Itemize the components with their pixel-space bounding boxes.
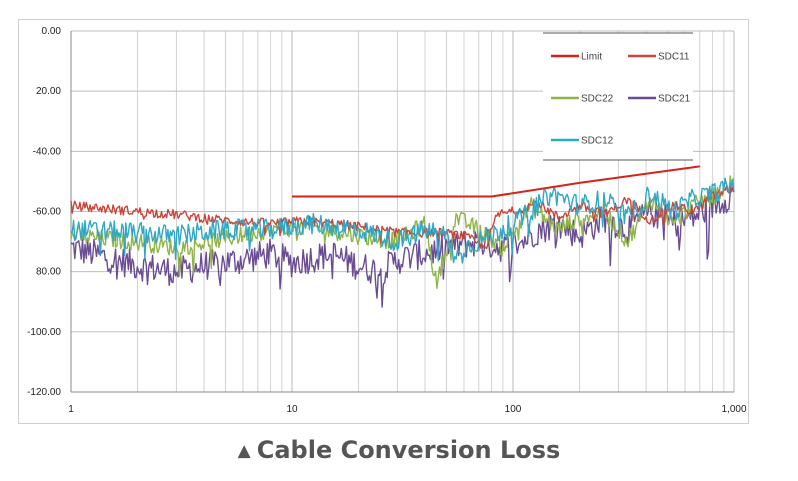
legend-label-sdc12: SDC12 [581, 136, 614, 147]
series-layer [70, 165, 735, 308]
y-tick-label: -100.00 [27, 327, 61, 338]
y-tick-label: 20.00 [36, 86, 61, 97]
y-tick-label: -60.00 [33, 207, 62, 218]
caption-text: Cable Conversion Loss [256, 436, 561, 464]
legend-label-sdc11: SDC11 [658, 52, 690, 63]
axis-labels: 0.00 20.00 -40.00 -60.00 80.00 -100.00 -120.00… [27, 26, 747, 415]
legend-label-sdc22: SDC22 [581, 94, 614, 105]
x-tick-label: 100 [505, 404, 522, 415]
series-sdc12-line [70, 177, 735, 264]
legend: Limit SDC11 SDC22 SDC21 SDC12 [543, 32, 693, 161]
y-tick-label: -40.00 [33, 146, 62, 157]
y-tick-label: 0.00 [42, 26, 62, 37]
legend-label-sdc21: SDC21 [658, 94, 691, 105]
series-sdc11-line [70, 185, 735, 250]
y-tick-label: -120.00 [27, 387, 61, 398]
triangle-up-icon: ▲ [237, 441, 251, 461]
y-tick-label: 80.00 [36, 267, 61, 278]
chart-caption: ▲ Cable Conversion Loss [0, 436, 798, 464]
series-sdc21-line [70, 187, 735, 308]
x-tick-label: 10 [286, 404, 298, 415]
x-tick-label: 1,000 [721, 404, 746, 415]
legend-label-limit: Limit [581, 52, 602, 63]
x-tick-label: 1 [68, 404, 74, 415]
line-chart: 0.00 20.00 -40.00 -60.00 80.00 -100.00 -120.00… [27, 26, 747, 415]
series-limit-line [292, 165, 700, 198]
chart-frame [18, 19, 749, 424]
